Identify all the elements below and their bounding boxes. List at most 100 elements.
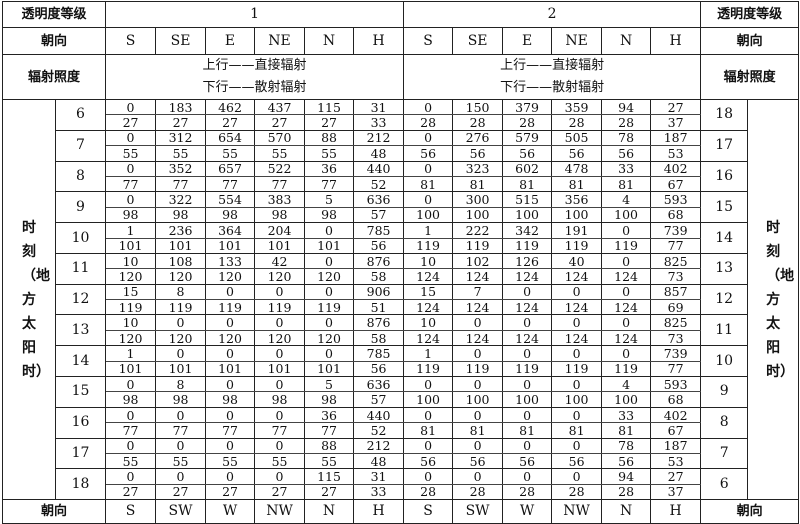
hour-right: 17 [700, 129, 749, 162]
orientation-header: N [601, 27, 652, 55]
diffuse-radiation-value: 67 [650, 422, 702, 439]
direct-radiation-value: 1 [403, 345, 454, 362]
direct-radiation-value: 570 [254, 129, 306, 147]
orientation-header: H [650, 27, 702, 55]
direct-radiation-value: 115 [304, 468, 355, 485]
diffuse-radiation-value: 27 [155, 483, 207, 501]
direct-radiation-value: 126 [502, 252, 553, 270]
direct-radiation-value: 0 [601, 283, 652, 301]
diffuse-radiation-value: 100 [403, 206, 454, 224]
direct-radiation-value: 359 [551, 98, 603, 116]
diffuse-radiation-value: 77 [205, 175, 256, 193]
direct-radiation-value: 108 [155, 252, 207, 270]
diffuse-radiation-value: 55 [155, 452, 207, 470]
diffuse-radiation-value: 101 [155, 360, 207, 378]
diffuse-radiation-value: 100 [452, 206, 504, 224]
diffuse-radiation-value: 28 [452, 483, 504, 501]
direct-radiation-value: 0 [502, 468, 553, 485]
direct-radiation-value: 187 [650, 129, 702, 147]
direct-radiation-value: 31 [353, 468, 405, 485]
orientation-footer: H [650, 499, 702, 524]
direct-radiation-value: 0 [452, 376, 504, 393]
diffuse-radiation-value: 81 [403, 175, 454, 193]
direct-radiation-value: 785 [353, 345, 405, 362]
diffuse-radiation-value: 119 [502, 360, 553, 378]
diffuse-radiation-value: 124 [601, 329, 652, 347]
hour-left: 7 [54, 129, 107, 162]
diffuse-radiation-value: 55 [254, 145, 306, 162]
diffuse-radiation-value: 98 [205, 391, 256, 408]
direct-radiation-value: 27 [650, 98, 702, 116]
diffuse-radiation-value: 56 [551, 145, 603, 162]
direct-radiation-value: 312 [155, 129, 207, 147]
hour-left: 13 [54, 314, 107, 347]
direct-radiation-value: 876 [353, 252, 405, 270]
direct-radiation-value: 0 [155, 314, 207, 331]
diffuse-radiation-value: 101 [304, 237, 355, 254]
diffuse-radiation-value: 69 [650, 299, 702, 316]
direct-radiation-value: 0 [105, 376, 157, 393]
direct-radiation-value: 0 [551, 406, 603, 424]
orientation-footer: S [105, 499, 157, 524]
hour-left: 11 [54, 252, 107, 285]
direct-radiation-value: 0 [502, 376, 553, 393]
diffuse-radiation-value: 119 [205, 299, 256, 316]
legend-diffuse: 下行——散射辐射 [500, 80, 605, 95]
diffuse-radiation-value: 77 [254, 175, 306, 193]
hour-right: 16 [700, 160, 749, 193]
diffuse-radiation-value: 52 [353, 175, 405, 193]
orientation-header: E [502, 27, 553, 55]
time-label-text: 时刻（地方太阳时） [22, 219, 50, 380]
diffuse-radiation-value: 120 [105, 268, 157, 285]
orientation-label-bottom-left: 朝向 [1, 499, 107, 524]
orientation-footer: W [205, 499, 256, 524]
diffuse-radiation-value: 27 [105, 483, 157, 501]
direct-radiation-value: 906 [353, 283, 405, 301]
diffuse-radiation-value: 124 [551, 299, 603, 316]
diffuse-radiation-value: 73 [650, 268, 702, 285]
orientation-label-right: 朝向 [700, 27, 800, 55]
diffuse-radiation-value: 120 [155, 268, 207, 285]
orientation-footer: SW [155, 499, 207, 524]
diffuse-radiation-value: 56 [403, 145, 454, 162]
orientation-footer: N [304, 499, 355, 524]
direct-radiation-value: 10 [105, 314, 157, 331]
diffuse-radiation-value: 119 [254, 299, 306, 316]
direct-radiation-value: 654 [205, 129, 256, 147]
direct-radiation-value: 8 [155, 376, 207, 393]
direct-radiation-value: 10 [403, 252, 454, 270]
direct-radiation-value: 0 [304, 252, 355, 270]
direct-radiation-value: 36 [304, 160, 355, 177]
hour-right: 7 [700, 437, 749, 470]
legend-grade-2: 上行——直接辐射 下行——散射辐射 [403, 54, 702, 100]
hour-right: 11 [700, 314, 749, 347]
hour-right: 15 [700, 191, 749, 224]
direct-radiation-value: 554 [205, 191, 256, 208]
direct-radiation-value: 33 [601, 160, 652, 177]
direct-radiation-value: 0 [205, 314, 256, 331]
diffuse-radiation-value: 77 [155, 175, 207, 193]
diffuse-radiation-value: 27 [105, 114, 157, 131]
diffuse-radiation-value: 37 [650, 114, 702, 131]
direct-radiation-value: 1 [105, 345, 157, 362]
diffuse-radiation-value: 81 [452, 175, 504, 193]
diffuse-radiation-value: 81 [601, 422, 652, 439]
diffuse-radiation-value: 120 [205, 268, 256, 285]
diffuse-radiation-value: 55 [105, 145, 157, 162]
direct-radiation-value: 402 [650, 406, 702, 424]
direct-radiation-value: 440 [353, 160, 405, 177]
direct-radiation-value: 505 [551, 129, 603, 147]
orientation-footer: NW [254, 499, 306, 524]
direct-radiation-value: 593 [650, 376, 702, 393]
direct-radiation-value: 636 [353, 376, 405, 393]
direct-radiation-value: 150 [452, 98, 504, 116]
diffuse-radiation-value: 81 [551, 175, 603, 193]
diffuse-radiation-value: 77 [105, 175, 157, 193]
diffuse-radiation-value: 124 [452, 299, 504, 316]
direct-radiation-value: 222 [452, 222, 504, 239]
diffuse-radiation-value: 120 [205, 329, 256, 347]
diffuse-radiation-value: 81 [551, 422, 603, 439]
direct-radiation-value: 0 [601, 222, 652, 239]
transparency-label-right: 透明度等级 [700, 1, 800, 28]
direct-radiation-value: 5 [304, 191, 355, 208]
